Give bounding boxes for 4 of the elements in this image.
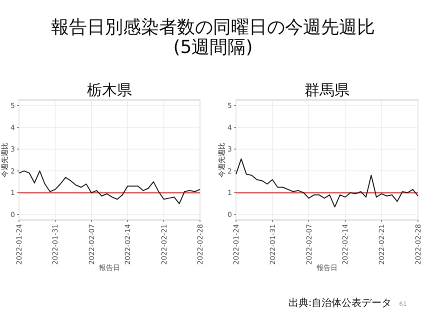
chart-title: 報告日別感染者数の同曜日の今週先週比 (5週間隔)	[51, 17, 375, 58]
chart-subtitle: 群馬県	[304, 81, 350, 99]
chart-subtitle: 栃木県	[87, 81, 132, 99]
source-note: 出典:自治体公表データ	[288, 297, 392, 309]
